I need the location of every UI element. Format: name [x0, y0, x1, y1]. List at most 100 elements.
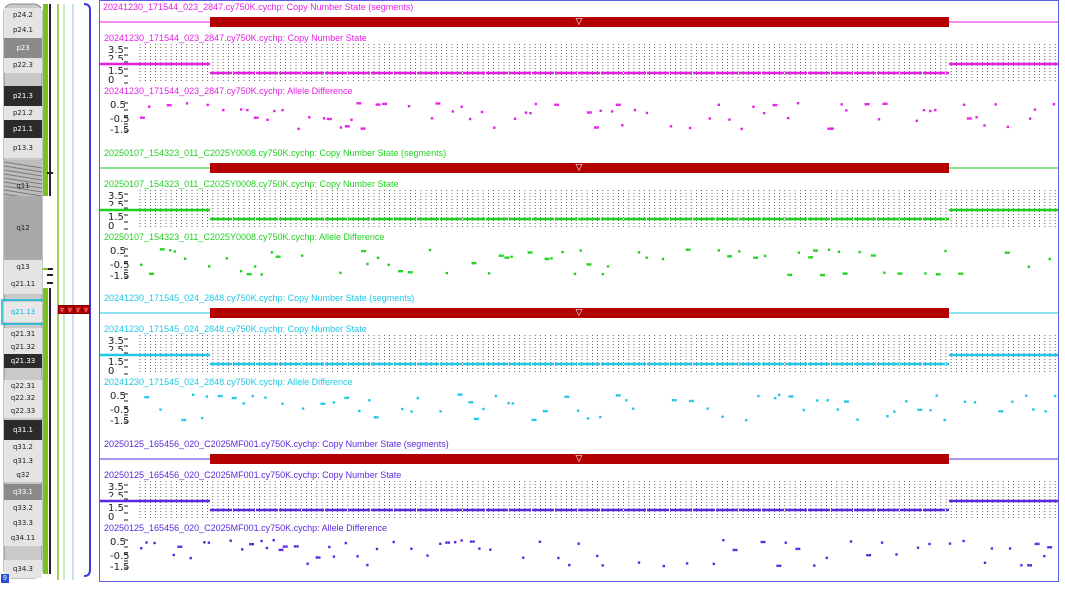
band-q32[interactable] — [4, 468, 42, 482]
band-p23[interactable] — [4, 38, 42, 58]
band-p13-3[interactable] — [4, 138, 42, 158]
segment-expand-arrow[interactable]: ▽ — [575, 308, 583, 318]
ad-axis-label: -1.5 — [110, 562, 130, 573]
segment-expand-arrow[interactable]: ▽ — [575, 163, 583, 173]
band-label: q31.1 — [12, 425, 34, 434]
band-label: q22.33 — [10, 406, 36, 415]
ad-axis-label: -0.5 — [110, 260, 130, 271]
band-q33-1[interactable] — [4, 484, 42, 500]
band-q22-31[interactable] — [4, 380, 42, 392]
allele-difference-track-title: 20250107_154323_011_C2025Y0008.cy750K.cy… — [104, 232, 385, 242]
segments-track-title: 20241230_171545_024_2848.cy750K.cychp: C… — [104, 293, 415, 303]
cn-axis-label: 3.5 — [108, 45, 124, 56]
cn-axis-label: 0 — [108, 75, 115, 86]
band-label: q33.1 — [12, 487, 34, 496]
band-q21-32[interactable] — [4, 340, 42, 354]
cn-axis-label: 1.5 — [108, 66, 124, 77]
allele-difference-track-title: 20241230_171544_023_2847.cy750K.cychp: A… — [104, 86, 353, 96]
allele-difference-track-title: 20241230_171545_024_2848.cy750K.cychp: A… — [104, 377, 353, 387]
band-label: p21.1 — [12, 124, 34, 133]
band-q33-2[interactable] — [4, 500, 42, 516]
copy-number-track-title: 20250107_154323_011_C2025Y0008.cy750K.cy… — [104, 179, 399, 189]
cn-axis-label: 1.5 — [108, 212, 124, 223]
band-q21-13[interactable] — [4, 302, 42, 322]
cn-axis-label: 0 — [108, 221, 115, 232]
band-q31-3[interactable] — [4, 454, 42, 468]
region-marker-2[interactable]: ▿ — [66, 305, 74, 314]
segment-bar[interactable] — [210, 454, 949, 464]
band-label: q21.33 — [10, 356, 36, 365]
cn-axis-label: 2.5 — [108, 200, 124, 211]
band-label: q34.11 — [10, 533, 36, 542]
ad-axis-label: -1.5 — [110, 125, 130, 136]
tracks-panel[interactable] — [99, 0, 1059, 582]
ad-axis-label: 0.5 — [110, 246, 126, 257]
ad-axis-label: -1.5 — [110, 271, 130, 282]
band-q21-11[interactable] — [4, 274, 42, 294]
band-q31-2[interactable] — [4, 440, 42, 454]
band-p24-2[interactable] — [4, 8, 42, 22]
band-p21-1[interactable] — [4, 120, 42, 138]
band-label: q12 — [16, 223, 30, 232]
cn-axis-label: 3.5 — [108, 482, 124, 493]
band-label: p21.3 — [12, 91, 34, 100]
region-marker-4[interactable]: ▿ — [82, 305, 90, 314]
band-label: q21.32 — [10, 342, 36, 351]
band-label: p21.2 — [12, 108, 34, 117]
ad-axis-label: -0.5 — [110, 551, 130, 562]
segment-expand-arrow[interactable]: ▽ — [575, 17, 583, 27]
band-label: q33.2 — [12, 503, 34, 512]
copy-number-track-title: 20250125_165456_020_C2025MF001.cy750K.cy… — [104, 470, 402, 480]
band-label: p22.3 — [12, 61, 34, 69]
band-label: p24.1 — [12, 25, 34, 34]
band-label: p24.2 — [12, 10, 34, 19]
band-q12[interactable] — [4, 198, 42, 258]
band-label: p13.3 — [12, 143, 34, 152]
segments-track-title: 20241230_171544_023_2847.cy750K.cychp: C… — [103, 2, 414, 12]
chromosome-ideogram[interactable]: p24.2 p24.1 p23 p22.3 p21.3 p21.2 p21.1 p13.3 q1… — [0, 0, 50, 585]
cn-axis-label: 3.5 — [108, 336, 124, 347]
band-label: q21.13 — [10, 307, 36, 316]
copy-number-track-title: 20241230_171545_024_2848.cy750K.cychp: C… — [104, 324, 367, 334]
segment-expand-arrow[interactable]: ▽ — [575, 454, 583, 464]
cn-axis-label: 0 — [108, 366, 115, 377]
band-label: p23 — [16, 43, 30, 52]
ideogram-svg — [1, 3, 45, 579]
cn-axis-label: 1.5 — [108, 357, 124, 368]
band-label: q31.2 — [12, 442, 34, 451]
segments-track-title: 20250107_154323_011_C2025Y0008.cy750K.cy… — [104, 148, 447, 158]
copy-number-track-title: 20241230_171544_023_2847.cy750K.cychp: C… — [104, 33, 367, 43]
band-q22-33[interactable] — [4, 404, 42, 418]
ad-axis-label: -0.5 — [110, 114, 130, 125]
region-marker-3[interactable]: ▿ — [74, 305, 82, 314]
cn-axis-label: 0 — [108, 512, 115, 523]
band-q34-11[interactable] — [4, 530, 42, 546]
band-label: q31.3 — [12, 456, 34, 465]
band-q21-33[interactable] — [4, 354, 42, 368]
chromosome-number-badge[interactable]: 9 — [1, 574, 9, 583]
region-marker-1[interactable]: ▿ — [58, 305, 66, 314]
ad-axis-label: 0.5 — [110, 391, 126, 402]
band-q34-3[interactable] — [4, 560, 42, 578]
band-q13[interactable] — [4, 260, 42, 274]
band-label: q22.31 — [10, 381, 36, 390]
band-q21-31[interactable] — [4, 328, 42, 340]
band-q33-3[interactable] — [4, 516, 42, 530]
band-q22-32[interactable] — [4, 392, 42, 404]
band-label: q33.3 — [12, 518, 34, 527]
segment-bar[interactable] — [210, 308, 949, 318]
band-label: q21.31 — [10, 329, 36, 338]
band-p22-3[interactable] — [4, 58, 42, 73]
ad-axis-label: -1.5 — [110, 416, 130, 427]
ad-axis-label: -0.5 — [110, 405, 130, 416]
band-label: q22.32 — [10, 393, 36, 402]
band-p24-1[interactable] — [4, 22, 42, 38]
band-p21-2[interactable] — [4, 106, 42, 120]
band-p21-3[interactable] — [4, 86, 42, 106]
band-label: q13 — [16, 262, 30, 271]
segment-bar[interactable] — [210, 163, 949, 173]
band-q31-1[interactable] — [4, 420, 42, 440]
side-annotation-bars — [43, 3, 91, 580]
segment-bar[interactable] — [210, 17, 949, 27]
allele-difference-track-title: 20250125_165456_020_C2025MF001.cy750K.cy… — [104, 523, 388, 533]
